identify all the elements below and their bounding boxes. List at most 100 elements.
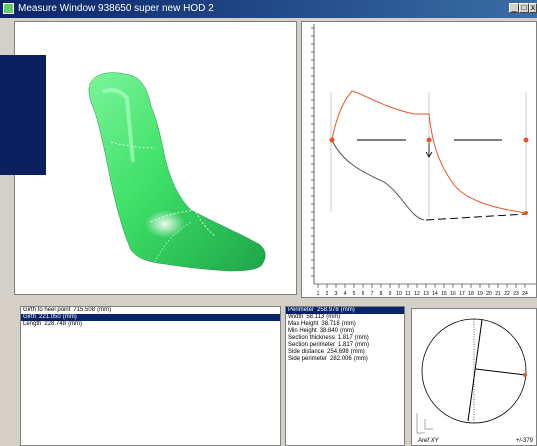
axis-gizmo-icon: [416, 413, 425, 434]
radius-marker[interactable]: [523, 373, 527, 377]
measurement-row[interactable]: Length 228.748 (mm): [21, 321, 280, 328]
measurement-label: Perimeter: [288, 307, 315, 313]
measurement-row[interactable]: Min Height 38.840 (mm): [286, 328, 404, 335]
measurement-row[interactable]: Max Height 38.718 (mm): [286, 321, 404, 328]
measurement-row[interactable]: Width 58.113 (mm): [286, 314, 404, 321]
measurement-label: Min Height: [288, 328, 317, 334]
profile-chart: 1 2 3 4 5 6 7 8 9 10 11 12 13 14 15 16 17 18 19 20 21 22 23 24: [311, 24, 536, 297]
measurement-row[interactable]: Side distance 254.698 (mm): [286, 349, 404, 356]
marker-heel[interactable]: [329, 137, 335, 143]
horizontal-ruler-ticks: 1 2 3 4 5 6 7 8 9 10 11 12 13 14 15 16 17 18 19 20 21 22 23 24: [317, 284, 528, 297]
measurement-row[interactable]: Girth to heel point 715.508 (mm): [21, 307, 280, 314]
measurement-row[interactable]: Perimeter 258.978 (mm): [286, 307, 404, 314]
side-toolbar-panel: [0, 55, 46, 175]
ruler-tick-label: 3: [335, 291, 338, 297]
ruler-tick-label: 20: [486, 291, 492, 297]
measurement-unit: (mm): [97, 307, 112, 313]
measurement-label: Side perimeter: [288, 356, 328, 362]
measurement-label: Max Height: [288, 321, 319, 327]
measurement-unit: (mm): [350, 349, 365, 355]
ruler-tick-label: 1: [317, 291, 320, 297]
measurement-value: 258.978: [317, 307, 339, 313]
measurement-list-mid[interactable]: Perimeter 258.978 (mm) Width 58.113 (mm) Max H…: [285, 306, 405, 446]
marker-center[interactable]: [426, 137, 432, 143]
ruler-tick-label: 16: [450, 291, 456, 297]
ruler-tick-label: 17: [459, 291, 465, 297]
app-icon: [3, 3, 14, 14]
window-title: Measure Window 938650 super new HOD 2: [18, 3, 214, 14]
measurement-value: 58.113: [306, 314, 325, 320]
footer-left-label: Aref XY: [418, 438, 439, 444]
measurement-unit: (mm): [326, 314, 341, 320]
measurement-label: Side distance: [288, 349, 325, 355]
ruler-tick-label: 19: [477, 291, 483, 297]
ruler-tick-label: 23: [513, 291, 519, 297]
measurement-value: 1.817: [337, 335, 353, 341]
measurement-unit: (mm): [341, 321, 356, 327]
ruler-tick-label: 15: [441, 291, 447, 297]
measurement-value: 715.508: [73, 307, 96, 313]
ruler-tick-label: 9: [389, 291, 392, 297]
profile-sole-line: [425, 213, 527, 221]
ruler-tick-label: 13: [423, 291, 429, 297]
ruler-tick-label: 12: [414, 291, 420, 297]
measurement-label: Section thickness: [288, 335, 335, 341]
profile-bottom-line: [331, 139, 425, 221]
ruler-tick-label: 10: [396, 291, 402, 297]
window-titlebar[interactable]: Measure Window 938650 super new HOD 2 _ …: [0, 0, 537, 18]
measurement-label: Girth: [23, 314, 37, 320]
radius-line: [475, 368, 527, 376]
measurement-value: 282.006: [330, 356, 352, 362]
ruler-tick-label: 5: [353, 291, 356, 297]
measurement-row[interactable]: Side perimeter 282.006 (mm): [286, 356, 404, 363]
ruler-tick-label: 8: [380, 291, 383, 297]
measurement-unit: (mm): [62, 314, 77, 320]
ruler-tick-label: 14: [432, 291, 438, 297]
measurement-row[interactable]: Section thickness 1.817 (mm): [286, 335, 404, 342]
marker-toe[interactable]: [523, 137, 529, 143]
measurement-value: 38.718: [321, 321, 340, 327]
measurement-label: Length: [23, 321, 42, 327]
cross-section-footer: Aref XY +/-379: [412, 437, 536, 445]
measurement-list-left[interactable]: Girth to heel point 715.508 (mm) Girth 221.0…: [20, 306, 281, 446]
ruler-tick-label: 6: [362, 291, 365, 297]
profile-view[interactable]: 1 2 3 4 5 6 7 8 9 10 11 12 13 14 15 16 17 18 19 20 21 22 23 24: [301, 21, 537, 298]
marker-toe-bottom[interactable]: [524, 211, 528, 215]
measurement-unit: (mm): [340, 307, 355, 313]
vertical-ruler-ticks: [311, 27, 314, 277]
ruler-tick-label: 4: [344, 291, 347, 297]
close-button[interactable]: x: [529, 3, 537, 13]
measurement-value: 1.817: [338, 342, 354, 348]
shoe-3d-view[interactable]: [14, 21, 297, 295]
shoe-last-model: [88, 72, 266, 272]
cross-section-view[interactable]: Aref XY +/-379: [411, 308, 537, 446]
ruler-tick-label: 21: [495, 291, 501, 297]
measurement-unit: (mm): [354, 335, 369, 341]
measurement-value: 221.050: [39, 314, 61, 320]
ruler-tick-label: 11: [405, 291, 410, 297]
ruler-tick-label: 24: [522, 291, 528, 297]
measurement-label: Girth to heel point: [23, 307, 71, 313]
measurement-unit: (mm): [355, 342, 370, 348]
minimize-button[interactable]: _: [509, 3, 519, 13]
maximize-button[interactable]: □: [519, 3, 529, 13]
footer-right-label: +/-379: [515, 438, 533, 444]
measurement-unit: (mm): [340, 328, 355, 334]
axis-gizmo-icon-secondary: [424, 419, 433, 430]
ruler-tick-label: 7: [371, 291, 374, 297]
ruler-tick-label: 22: [504, 291, 510, 297]
profile-top-line: [331, 90, 527, 214]
orientation-line: [467, 319, 483, 422]
cross-section-diagram: [416, 318, 527, 434]
measurement-value: 228.748: [44, 321, 67, 327]
measurement-value: 38.840: [319, 328, 339, 334]
down-arrow-icon: [425, 143, 433, 158]
ruler-tick-label: 2: [326, 291, 329, 297]
measurement-value: 254.698: [327, 349, 349, 355]
measurement-label: Section perimeter: [288, 342, 336, 348]
measurement-unit: (mm): [353, 356, 368, 362]
measurement-row[interactable]: Section perimeter 1.817 (mm): [286, 342, 404, 349]
measurement-unit: (mm): [68, 321, 83, 327]
measurement-row[interactable]: Girth 221.050 (mm): [21, 314, 280, 321]
measurement-label: Width: [288, 314, 304, 320]
